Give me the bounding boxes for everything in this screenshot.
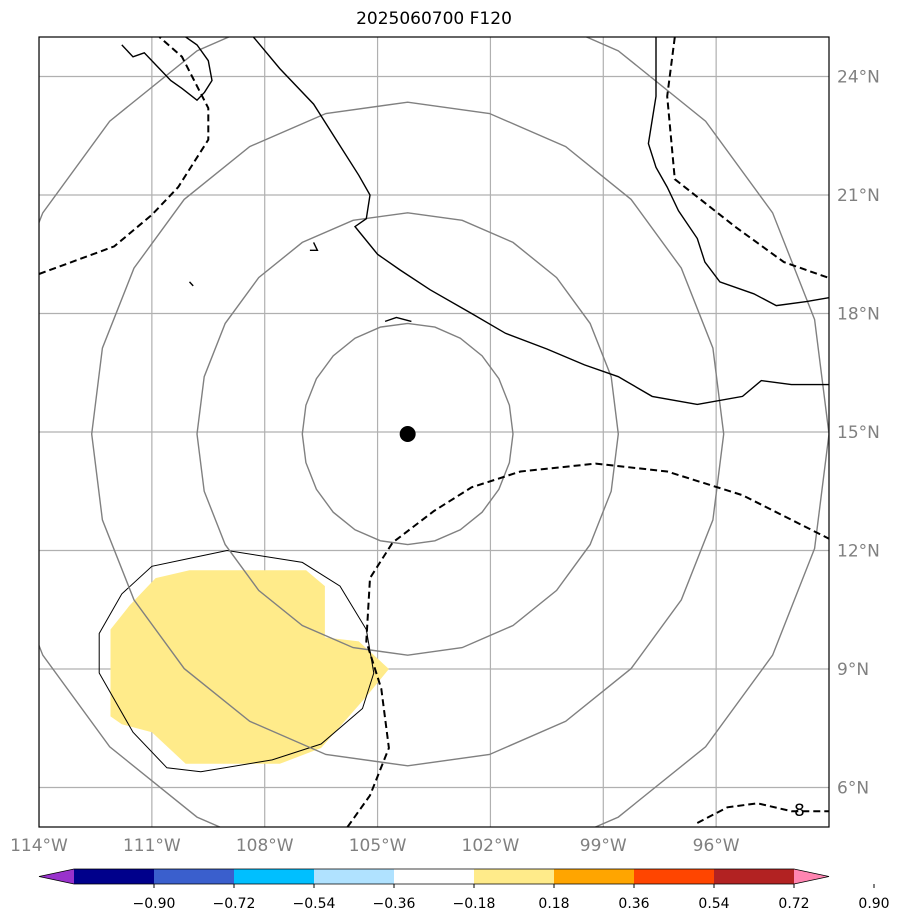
colorbar-tick-label: −0.90 [133, 896, 176, 912]
colorbar-extend-high [794, 869, 829, 884]
coastlines [121, 37, 829, 406]
contour-label: 8 [794, 801, 805, 821]
lon-tick-label: 111°W [123, 836, 181, 856]
map-title: 2025060700 F120 [356, 9, 512, 29]
colorbar-segment [554, 869, 635, 884]
lat-tick-label: 24°N [837, 68, 880, 88]
dashed-contour-line [39, 37, 210, 275]
lat-tick-label: 6°N [837, 779, 869, 799]
lon-tick-label: 114°W [10, 836, 68, 856]
colorbar-segment [234, 869, 315, 884]
colorbar-tick-labels: −0.90 −0.72 −0.54 −0.36 −0.18 0.18 0.36 0.54 0.7… [133, 884, 890, 912]
coastline-segment [309, 242, 319, 251]
coastline-segment [384, 316, 412, 323]
coastline-segment [252, 37, 829, 406]
colorbar-segment [74, 869, 155, 884]
colorbar-extend-low [39, 869, 74, 884]
lat-tick-label: 12°N [837, 542, 880, 562]
coastline-segment [647, 37, 829, 307]
colorbar-tick-label: 0.54 [698, 896, 729, 912]
colorbar-tick-label: −0.54 [293, 896, 336, 912]
contour-outline [98, 549, 375, 773]
map-frame [38, 36, 830, 828]
lat-tick-label: 15°N [837, 423, 880, 443]
dashed-contour-line [346, 462, 829, 827]
latitude-tick-labels: 24°N 21°N 18°N 15°N 12°N 9°N 6°N [837, 68, 880, 799]
colorbar-segment [634, 869, 715, 884]
colorbar-tick-label: 0.90 [858, 896, 889, 912]
colorbar-segment [314, 869, 395, 884]
colorbar-segment [474, 869, 555, 884]
range-rings [39, 37, 829, 827]
colorbar-tick-label: 0.36 [618, 896, 649, 912]
shaded-area [98, 549, 389, 773]
lat-tick-label: 18°N [837, 305, 880, 325]
lon-tick-label: 108°W [236, 836, 294, 856]
colorbar-tick-label: 0.72 [778, 896, 809, 912]
colorbar-segment [394, 869, 475, 884]
range-ring [196, 212, 620, 656]
lat-tick-label: 9°N [837, 660, 869, 680]
colorbar [38, 868, 830, 885]
lon-tick-label: 99°W [580, 836, 627, 856]
storm-center-marker [399, 425, 416, 442]
range-ring [90, 101, 725, 767]
gridlines [39, 37, 829, 827]
range-ring [39, 37, 829, 827]
dashed-contours [39, 37, 829, 827]
lon-tick-label: 96°W [693, 836, 740, 856]
range-ring [301, 322, 514, 546]
colorbar-segment [714, 869, 795, 884]
longitude-tick-labels: 114°W 111°W 108°W 105°W 102°W 99°W 96°W [10, 836, 740, 856]
coastline-segment [188, 281, 194, 287]
dashed-contour-line [696, 802, 829, 824]
lon-tick-label: 105°W [349, 836, 407, 856]
lon-tick-label: 102°W [462, 836, 520, 856]
colorbar-tick-label: −0.18 [453, 896, 496, 912]
colorbar-tick-label: 0.18 [538, 896, 569, 912]
lat-tick-label: 21°N [837, 186, 880, 206]
colorbar-tick-label: −0.72 [213, 896, 256, 912]
shaded-polygon [110, 570, 389, 764]
dashed-contour-line [666, 37, 829, 279]
colorbar-segment [154, 869, 235, 884]
colorbar-tick-label: −0.36 [373, 896, 416, 912]
colorbar-outline [38, 868, 830, 885]
coastline-segment [121, 37, 213, 102]
